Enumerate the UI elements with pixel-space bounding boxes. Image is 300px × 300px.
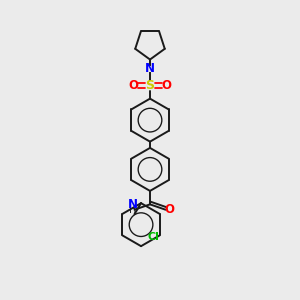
Text: H: H xyxy=(129,205,137,215)
Text: Cl: Cl xyxy=(147,232,159,242)
Text: O: O xyxy=(129,79,139,92)
Text: N: N xyxy=(145,62,155,75)
Text: O: O xyxy=(164,203,174,216)
Text: O: O xyxy=(161,79,171,92)
Text: S: S xyxy=(146,79,154,92)
Text: N: N xyxy=(128,198,138,212)
